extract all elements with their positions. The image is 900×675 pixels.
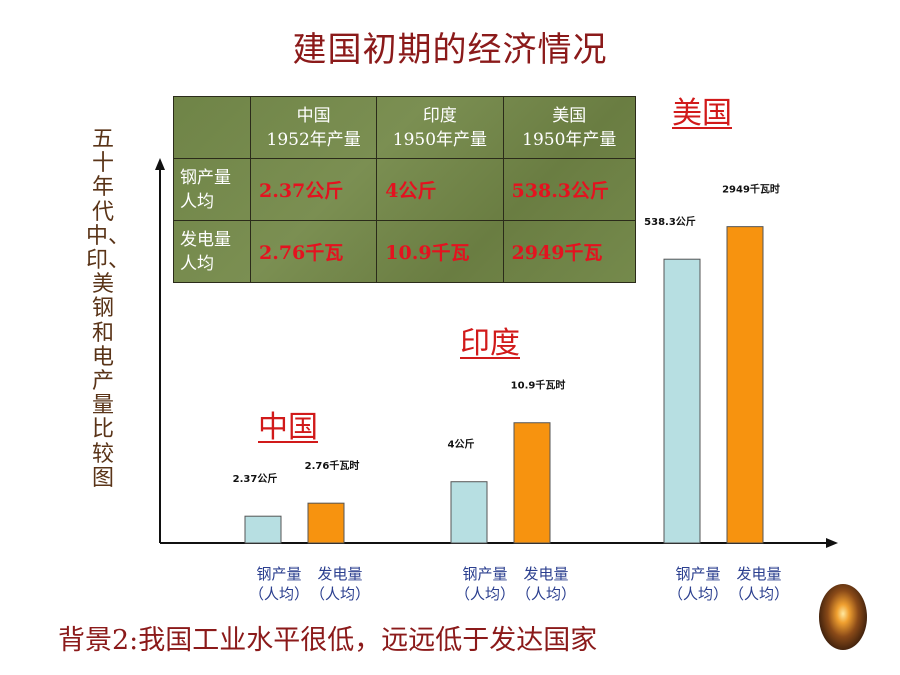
x-axis-arrow: [826, 538, 838, 548]
y-axis-arrow: [155, 158, 165, 170]
axis-label-india-steel: 钢产量: [462, 565, 507, 583]
row-label-steel: 钢产量 人均: [173, 158, 251, 221]
data-label-india-steel: 4公斤: [448, 438, 475, 451]
table-header-usa: 美国 1950年产量: [502, 96, 637, 159]
bar-india-steel: [450, 481, 488, 544]
axis-sublabel-usa-steel: （人均）: [668, 585, 728, 603]
bar-usa-power: [726, 226, 764, 544]
bar-usa-steel: [663, 258, 701, 544]
axis-sublabel-india-power: （人均）: [516, 585, 576, 603]
cell-power-india: 10.9千瓦: [376, 220, 504, 283]
page-title: 建国初期的经济情况: [292, 30, 608, 70]
axis-label-usa-steel: 钢产量: [675, 565, 720, 583]
axis-sublabel-china-steel: （人均）: [249, 585, 309, 603]
country-label-usa: 美国: [672, 96, 732, 131]
axis-sublabel-usa-power: （人均）: [729, 585, 789, 603]
table-corner-cell: [173, 96, 251, 159]
axis-label-china-power: 发电量: [317, 565, 362, 583]
row-label-power: 发电量 人均: [173, 220, 251, 283]
cell-steel-usa: 538.3公斤: [502, 158, 637, 221]
comparison-table: 中国 1952年产量 印度 1950年产量 美国 1950年产量 钢产量 人均 2.37…: [173, 96, 637, 283]
table-row-steel: 钢产量 人均 2.37公斤 4公斤 538.3公斤: [173, 158, 637, 221]
data-label-china-power: 2.76千瓦时: [305, 459, 360, 472]
data-label-usa-power: 2949千瓦时: [722, 183, 780, 196]
oil-lamp-icon: [819, 584, 867, 650]
axis-label-india-power: 发电量: [523, 565, 568, 583]
data-label-india-power: 10.9千瓦时: [511, 379, 566, 392]
data-label-china-steel: 2.37公斤: [233, 472, 278, 485]
cell-steel-china: 2.37公斤: [249, 158, 378, 221]
axis-sublabel-india-steel: （人均）: [455, 585, 515, 603]
bottom-caption: 背景2:我国工业水平很低，远远低于发达国家: [58, 625, 598, 656]
country-label-china: 中国: [258, 410, 318, 445]
axis-label-china-steel: 钢产量: [256, 565, 301, 583]
table-row-power: 发电量 人均 2.76千瓦 10.9千瓦 2949千瓦: [173, 220, 637, 283]
cell-power-china: 2.76千瓦: [249, 220, 378, 283]
country-label-india: 印度: [460, 326, 520, 361]
table-header-india: 印度 1950年产量: [376, 96, 504, 159]
bar-india-power: [513, 422, 551, 544]
chart-bars: [244, 226, 764, 544]
axis-label-usa-power: 发电量: [736, 565, 781, 583]
axis-sublabel-china-power: （人均）: [310, 585, 370, 603]
cell-power-usa: 2949千瓦: [502, 220, 637, 283]
bar-china-power: [307, 502, 345, 544]
bar-china-steel: [244, 515, 282, 544]
data-label-usa-steel: 538.3公斤: [644, 215, 696, 228]
cell-steel-india: 4公斤: [376, 158, 504, 221]
